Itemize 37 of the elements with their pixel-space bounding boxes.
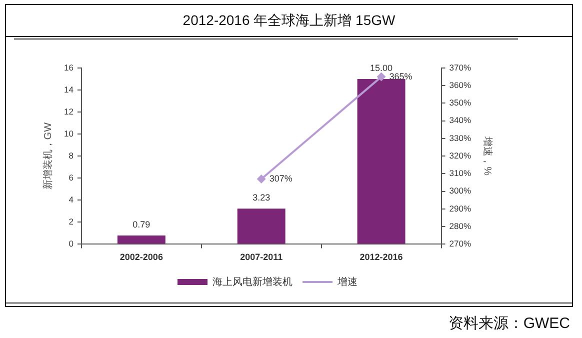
x-tick-label: 2007-2011 bbox=[240, 252, 283, 262]
y2-tick-label: 350% bbox=[449, 98, 472, 108]
y-tick-label: 0 bbox=[68, 238, 74, 249]
y2-tick-label: 320% bbox=[449, 150, 472, 160]
y-tick-label: 8 bbox=[68, 150, 74, 160]
bar bbox=[237, 208, 286, 244]
data-label: 3.23 bbox=[252, 192, 270, 203]
data-label: 15.00 bbox=[370, 62, 393, 73]
y-axis-title: 新增装机，GW bbox=[42, 122, 54, 190]
y-tick-label: 6 bbox=[68, 172, 74, 182]
y-tick-label: 2 bbox=[68, 216, 74, 227]
bar bbox=[117, 236, 166, 244]
y2-tick-label: 330% bbox=[449, 132, 472, 143]
y2-tick-label: 280% bbox=[449, 220, 472, 231]
y-tick-label: 14 bbox=[64, 84, 74, 94]
y2-axis-title: 增速，% bbox=[481, 136, 494, 176]
y2-tick-label: 270% bbox=[449, 238, 472, 249]
y-tick-label: 16 bbox=[64, 62, 74, 72]
data-label: 307% bbox=[269, 173, 292, 184]
x-tick-label: 2012-2016 bbox=[360, 252, 403, 262]
y-tick-label: 10 bbox=[64, 128, 74, 138]
y2-tick-label: 310% bbox=[449, 168, 472, 178]
y-tick-label: 12 bbox=[64, 106, 74, 116]
y-tick-label: 4 bbox=[68, 194, 74, 204]
data-label: 0.79 bbox=[132, 219, 150, 230]
legend-label: 海上风电新增装机 bbox=[212, 276, 292, 288]
y2-tick-label: 360% bbox=[449, 80, 472, 90]
data-label: 365% bbox=[389, 71, 412, 82]
text: 资料来源：GWEC bbox=[448, 314, 570, 333]
y2-tick-label: 290% bbox=[449, 203, 472, 214]
x-tick-label: 2002-2006 bbox=[120, 252, 163, 262]
bar bbox=[357, 79, 406, 244]
legend-label: 增速 bbox=[336, 276, 358, 288]
y2-tick-label: 370% bbox=[449, 62, 472, 72]
y2-tick-label: 300% bbox=[449, 186, 472, 196]
chart-title: 2012-2016 年全球海上新增 15GW bbox=[182, 12, 396, 30]
y2-tick-label: 340% bbox=[449, 115, 472, 126]
